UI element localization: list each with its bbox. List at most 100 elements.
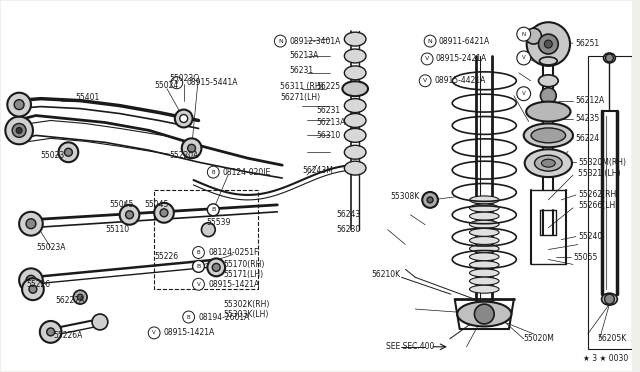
Ellipse shape <box>344 99 366 113</box>
Circle shape <box>419 75 431 87</box>
Text: N: N <box>278 39 283 44</box>
Circle shape <box>275 35 286 47</box>
Ellipse shape <box>470 245 499 253</box>
Text: V: V <box>522 91 525 96</box>
Circle shape <box>77 294 83 300</box>
Text: 55308K: 55308K <box>390 192 420 201</box>
Text: 56224: 56224 <box>575 134 599 143</box>
Text: 55024: 55024 <box>154 81 179 90</box>
Circle shape <box>12 124 26 137</box>
Text: 55240: 55240 <box>578 232 602 241</box>
Ellipse shape <box>470 228 499 236</box>
Ellipse shape <box>526 102 570 122</box>
Ellipse shape <box>524 124 573 147</box>
Circle shape <box>22 278 44 300</box>
Circle shape <box>47 328 54 336</box>
Text: 56227A: 56227A <box>56 296 85 305</box>
Text: 55262(RH): 55262(RH) <box>578 190 619 199</box>
Text: N: N <box>522 32 526 37</box>
Circle shape <box>182 138 202 158</box>
Text: 55023C: 55023C <box>169 74 198 83</box>
Circle shape <box>183 311 195 323</box>
Text: 56212A: 56212A <box>575 96 604 105</box>
Text: 56243: 56243 <box>337 210 361 219</box>
Text: 55321 (LH): 55321 (LH) <box>578 169 620 177</box>
Ellipse shape <box>470 277 499 285</box>
Text: B: B <box>196 264 200 269</box>
Circle shape <box>538 34 558 54</box>
Text: 55045: 55045 <box>110 201 134 209</box>
Text: B: B <box>211 170 215 174</box>
Text: 55303K(LH): 55303K(LH) <box>223 310 269 318</box>
Circle shape <box>26 219 36 229</box>
Text: 08915-2421A: 08915-2421A <box>436 54 487 64</box>
Circle shape <box>5 116 33 144</box>
Circle shape <box>427 197 433 203</box>
Text: 55266(LH): 55266(LH) <box>578 201 618 210</box>
Text: 55110: 55110 <box>105 225 129 234</box>
Ellipse shape <box>538 75 558 87</box>
Circle shape <box>527 22 570 66</box>
Circle shape <box>29 285 37 293</box>
Text: 55302K(RH): 55302K(RH) <box>223 299 269 309</box>
Text: 55226: 55226 <box>154 252 179 261</box>
Text: N: N <box>428 39 433 44</box>
Circle shape <box>421 53 433 65</box>
Circle shape <box>422 192 438 208</box>
Circle shape <box>171 77 183 89</box>
Text: 56311 (RH): 56311 (RH) <box>280 82 324 91</box>
Text: 56205K: 56205K <box>598 334 627 343</box>
Circle shape <box>193 247 204 259</box>
Circle shape <box>605 54 613 62</box>
Text: V: V <box>175 80 179 85</box>
Ellipse shape <box>470 269 499 277</box>
Text: 55055: 55055 <box>573 253 597 262</box>
Text: 08911-6421A: 08911-6421A <box>439 36 490 46</box>
Text: 08194-2601A: 08194-2601A <box>198 312 250 321</box>
Ellipse shape <box>602 293 618 305</box>
Text: V: V <box>423 78 428 83</box>
Circle shape <box>474 304 494 324</box>
Ellipse shape <box>342 81 368 96</box>
Circle shape <box>193 278 204 290</box>
Circle shape <box>92 314 108 330</box>
Ellipse shape <box>457 302 511 327</box>
Circle shape <box>525 28 541 44</box>
Text: 55170(RH): 55170(RH) <box>223 260 264 269</box>
Text: 56271(LH): 56271(LH) <box>280 93 321 102</box>
Ellipse shape <box>531 128 566 143</box>
Circle shape <box>14 100 24 110</box>
Text: 56213A: 56213A <box>317 118 346 127</box>
Text: 56310: 56310 <box>317 131 341 140</box>
Ellipse shape <box>541 159 556 167</box>
Ellipse shape <box>534 155 562 171</box>
Text: 56230: 56230 <box>337 225 361 234</box>
Circle shape <box>125 211 134 219</box>
Circle shape <box>188 144 196 152</box>
Ellipse shape <box>470 196 499 204</box>
Ellipse shape <box>470 212 499 220</box>
Ellipse shape <box>470 285 499 293</box>
Text: B: B <box>187 314 191 320</box>
Text: 55020M: 55020M <box>524 334 555 343</box>
Ellipse shape <box>470 220 499 228</box>
Circle shape <box>7 93 31 116</box>
Circle shape <box>19 212 43 235</box>
Text: V: V <box>152 330 156 336</box>
Text: 55023A: 55023A <box>36 243 65 252</box>
Text: 56231: 56231 <box>289 66 314 76</box>
Text: 08915-4421A: 08915-4421A <box>434 76 485 85</box>
Text: V: V <box>196 282 200 287</box>
Circle shape <box>193 260 204 272</box>
Text: 08915-5441A: 08915-5441A <box>187 78 238 87</box>
Text: SEE SEC.400: SEE SEC.400 <box>386 342 434 351</box>
Text: ★ 3 ★ 0030: ★ 3 ★ 0030 <box>583 354 628 363</box>
Text: 56210K: 56210K <box>371 270 400 279</box>
Circle shape <box>202 223 215 237</box>
Text: 55401: 55401 <box>76 93 100 102</box>
Text: V: V <box>522 55 525 61</box>
Ellipse shape <box>604 53 615 63</box>
Ellipse shape <box>344 128 366 142</box>
Circle shape <box>160 209 168 217</box>
Circle shape <box>154 203 174 223</box>
